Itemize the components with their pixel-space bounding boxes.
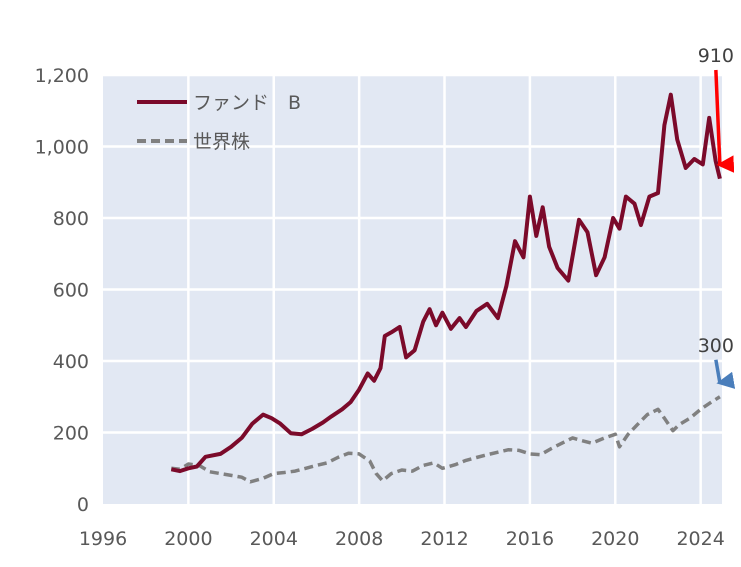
x-tick-label: 2024 bbox=[676, 528, 724, 550]
y-tick-label: 800 bbox=[53, 208, 89, 230]
y-tick-label: 0 bbox=[77, 494, 89, 516]
x-tick-label: 2020 bbox=[591, 528, 639, 550]
x-tick-label: 2000 bbox=[164, 528, 212, 550]
legend-label: ファンド B bbox=[193, 92, 301, 114]
x-axis-ticks: 1996 2000 2004 2008 2012 2016 2020 2024 bbox=[79, 528, 725, 550]
legend-label: 世界株 bbox=[193, 131, 250, 153]
x-tick-label: 2012 bbox=[420, 528, 468, 550]
annotation-label: 910 bbox=[698, 45, 734, 67]
y-tick-label: 400 bbox=[53, 351, 89, 373]
annotation-arrow bbox=[714, 69, 735, 173]
legend: ファンド B 世界株 bbox=[137, 92, 301, 153]
annotations: 910 300 bbox=[698, 45, 736, 389]
annotation-label: 300 bbox=[698, 335, 734, 357]
x-tick-label: 2016 bbox=[506, 528, 554, 550]
series-lines bbox=[170, 92, 722, 484]
x-tick-label: 2004 bbox=[250, 528, 298, 550]
series-line bbox=[171, 395, 721, 484]
y-axis-ticks: 0 200 400 600 800 1,000 1,200 bbox=[35, 65, 89, 516]
x-tick-label: 1996 bbox=[79, 528, 127, 550]
y-tick-label: 600 bbox=[53, 280, 89, 302]
y-tick-label: 1,200 bbox=[35, 65, 89, 87]
series-line bbox=[170, 92, 722, 474]
x-tick-label: 2008 bbox=[335, 528, 383, 550]
y-tick-label: 1,000 bbox=[35, 137, 89, 159]
y-tick-label: 200 bbox=[53, 423, 89, 445]
annotation-arrow bbox=[714, 359, 736, 389]
gridlines bbox=[103, 73, 722, 504]
